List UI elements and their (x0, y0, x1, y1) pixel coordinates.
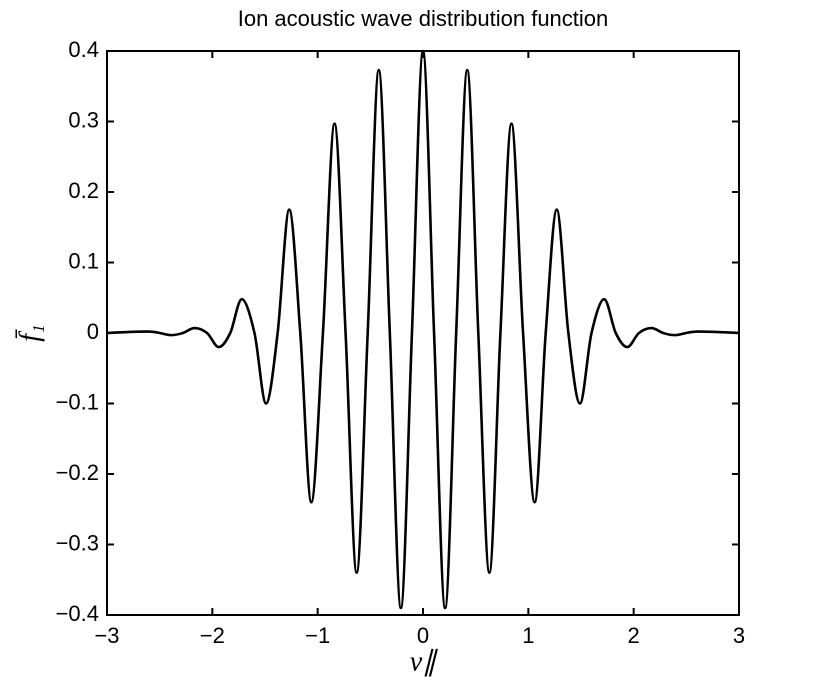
x-tick-label: −2 (200, 623, 225, 648)
y-tick-label: 0.3 (68, 107, 99, 132)
x-tick-label: 0 (417, 623, 429, 648)
y-tick-label: 0.4 (68, 37, 99, 62)
x-tick-label: −1 (305, 623, 330, 648)
chart-title: Ion acoustic wave distribution function (238, 6, 609, 31)
x-tick-label: −3 (94, 623, 119, 648)
y-tick-label: −0.1 (56, 389, 99, 414)
x-tick-label: 2 (628, 623, 640, 648)
x-axis-label: v∥ (410, 646, 438, 677)
y-axis-label: f̄₁ (14, 324, 45, 342)
y-tick-label: −0.2 (56, 460, 99, 485)
x-tick-label: 1 (522, 623, 534, 648)
y-tick-label: −0.3 (56, 530, 99, 555)
line-series (106, 49, 740, 610)
y-tick-label: 0 (87, 319, 99, 344)
y-tick-label: 0.1 (68, 248, 99, 273)
y-tick-label: −0.4 (56, 601, 99, 626)
y-tick-label: 0.2 (68, 178, 99, 203)
x-tick-label: 3 (733, 623, 745, 648)
